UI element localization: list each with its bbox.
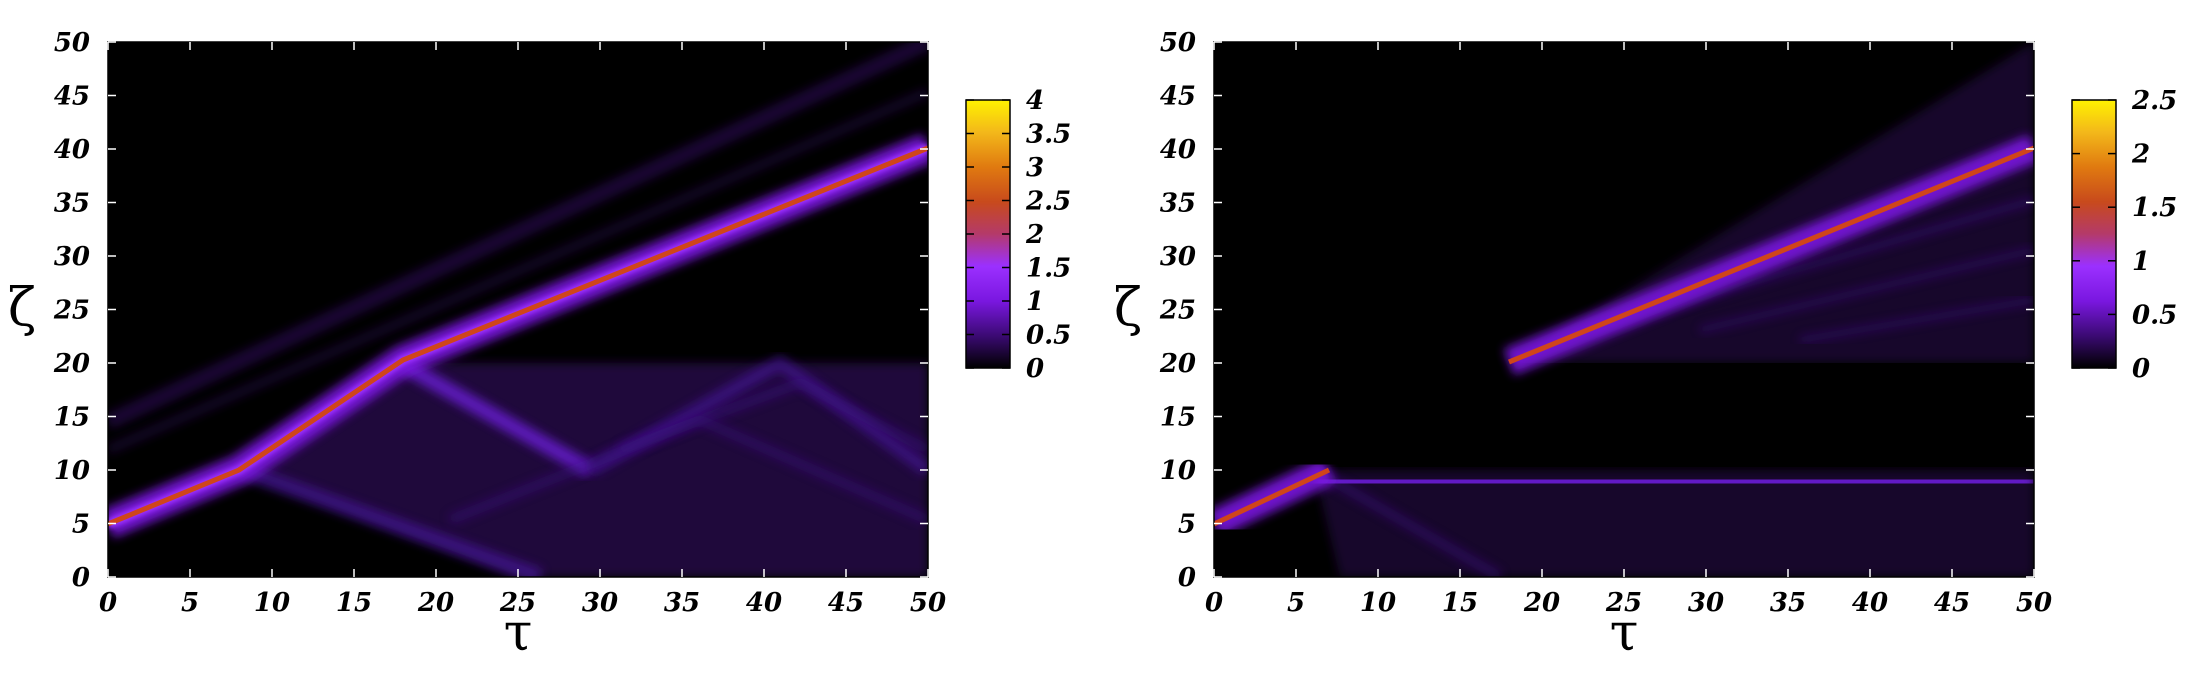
colorbar-tick-label: 0 bbox=[2132, 354, 2150, 384]
axis-ticks-left: 0 5 10 15 20 25 30 35 40 45 50 0 5 10 15 20 25 30 35 40 45 50 bbox=[53, 28, 946, 618]
initial-soliton-core bbox=[1214, 467, 1331, 527]
colorbar-tick-label: 0.5 bbox=[2132, 300, 2177, 330]
lower-interference-region-right bbox=[1314, 470, 2034, 577]
x-axis-title-left: τ bbox=[504, 603, 533, 663]
y-tick-label: 15 bbox=[1160, 403, 1196, 433]
x-tick-label: 40 bbox=[746, 588, 782, 618]
colorbar-tick-label: 2.5 bbox=[2131, 86, 2177, 116]
x-tick-label: 20 bbox=[417, 588, 454, 618]
colorbar-tick-label: 2.5 bbox=[1025, 187, 1071, 217]
x-tick-label: 10 bbox=[1360, 588, 1396, 618]
colorbar-tick-label: 2 bbox=[1025, 220, 1044, 250]
secondary-ridge bbox=[396, 356, 594, 477]
y-tick-label: 25 bbox=[1159, 296, 1196, 326]
y-tick-label: 50 bbox=[1160, 28, 1196, 58]
x-tick-label: 35 bbox=[1770, 588, 1806, 618]
colorbar-tick-label: 1 bbox=[2132, 247, 2150, 277]
colorbar-left: 00.5 11.5 22.5 33.5 4 bbox=[965, 86, 1071, 384]
gap-region bbox=[1214, 363, 2034, 467]
y-tick-label: 35 bbox=[54, 189, 90, 219]
y-tick-label: 40 bbox=[54, 135, 90, 165]
x-tick-label: 50 bbox=[910, 588, 946, 618]
colorbar-tick-label: 1 bbox=[1026, 287, 1044, 317]
y-axis-title-right: ζ bbox=[1114, 278, 1142, 338]
x-tick-label: 15 bbox=[336, 588, 372, 618]
heatmap-features-left bbox=[108, 42, 928, 577]
y-tick-label: 5 bbox=[72, 510, 90, 540]
colorbar-right: 0 0.5 1 1.5 2 2.5 bbox=[2071, 86, 2177, 384]
x-tick-label: 45 bbox=[828, 588, 864, 618]
colorbar-gradient-right bbox=[2071, 99, 2117, 369]
y-axis-title-left: ζ bbox=[8, 278, 36, 338]
y-tick-label: 10 bbox=[54, 456, 90, 486]
colorbar-tick-label: 3.5 bbox=[1026, 120, 1071, 150]
x-tick-label: 35 bbox=[664, 588, 700, 618]
colorbar-tick-label: 3 bbox=[1026, 153, 1044, 183]
upper-stripe-2 bbox=[1699, 246, 2034, 334]
y-tick-label: 40 bbox=[1160, 135, 1196, 165]
y-tick-label: 20 bbox=[1159, 349, 1196, 379]
colorbar-tick-label: 0 bbox=[1026, 354, 1044, 384]
interference-ridge-3 bbox=[448, 414, 928, 525]
x-tick-label: 5 bbox=[181, 588, 199, 618]
y-tick-label: 25 bbox=[53, 296, 90, 326]
y-tick-label: 45 bbox=[54, 82, 90, 112]
y-tick-label: 15 bbox=[54, 403, 90, 433]
y-tick-label: 50 bbox=[54, 28, 90, 58]
colorbar-tick-label: 4 bbox=[1026, 86, 1044, 116]
colorbar-tick-label: 1.5 bbox=[1026, 254, 1071, 284]
x-tick-label: 0 bbox=[99, 588, 117, 618]
x-tick-label: 50 bbox=[2016, 588, 2052, 618]
x-tick-label: 45 bbox=[1934, 588, 1970, 618]
colorbar-tick-label: 1.5 bbox=[2132, 193, 2177, 223]
colorbar-ticks-left: 00.5 11.5 22.5 33.5 4 bbox=[966, 86, 1071, 384]
x-tick-label: 40 bbox=[1852, 588, 1888, 618]
y-tick-label: 35 bbox=[1160, 189, 1196, 219]
x-tick-label: 0 bbox=[1205, 588, 1223, 618]
y-tick-label: 20 bbox=[53, 349, 90, 379]
heatmap-features-right bbox=[1214, 42, 2034, 577]
x-tick-label: 30 bbox=[582, 588, 618, 618]
y-tick-label: 30 bbox=[54, 242, 90, 272]
y-tick-label: 0 bbox=[1178, 563, 1196, 593]
upper-stripe-3 bbox=[1799, 296, 2034, 344]
faint-upper-line bbox=[108, 42, 928, 430]
x-tick-label: 25 bbox=[499, 588, 536, 618]
axis-ticks-right: 0 5 10 15 20 25 30 35 40 45 50 0 5 10 15 20 25 30 35 40 45 50 bbox=[1159, 28, 2052, 618]
y-tick-label: 30 bbox=[1160, 242, 1196, 272]
x-tick-label: 15 bbox=[1442, 588, 1478, 618]
colorbar-ticks-right: 0 0.5 1 1.5 2 2.5 bbox=[2072, 86, 2177, 384]
x-tick-label: 10 bbox=[254, 588, 290, 618]
y-tick-label: 45 bbox=[1160, 82, 1196, 112]
colorbar-tick-label: 2 bbox=[2131, 140, 2150, 170]
x-tick-label: 20 bbox=[1523, 588, 1560, 618]
heatmap-panel-left: 0 5 10 15 20 25 30 35 40 45 50 0 5 10 15 20 25 30 35 40 45 50 bbox=[53, 28, 946, 618]
x-axis-title-right: τ bbox=[1610, 603, 1639, 663]
heatmap-panel-right: 0 5 10 15 20 25 30 35 40 45 50 0 5 10 15 20 25 30 35 40 45 50 bbox=[1159, 28, 2052, 618]
main-soliton-core bbox=[108, 145, 928, 527]
colorbar-tick-label: 0.5 bbox=[1026, 321, 1071, 351]
trapped-band bbox=[1313, 467, 2034, 496]
reflected-band bbox=[237, 462, 543, 577]
x-tick-label: 30 bbox=[1688, 588, 1724, 618]
x-tick-label: 25 bbox=[1605, 588, 1642, 618]
y-tick-label: 0 bbox=[72, 563, 90, 593]
emerging-soliton-core bbox=[1508, 145, 2034, 365]
x-tick-label: 5 bbox=[1287, 588, 1305, 618]
y-tick-label: 10 bbox=[1160, 456, 1196, 486]
y-tick-label: 5 bbox=[1178, 510, 1196, 540]
faint-upper-line-2 bbox=[108, 87, 928, 455]
